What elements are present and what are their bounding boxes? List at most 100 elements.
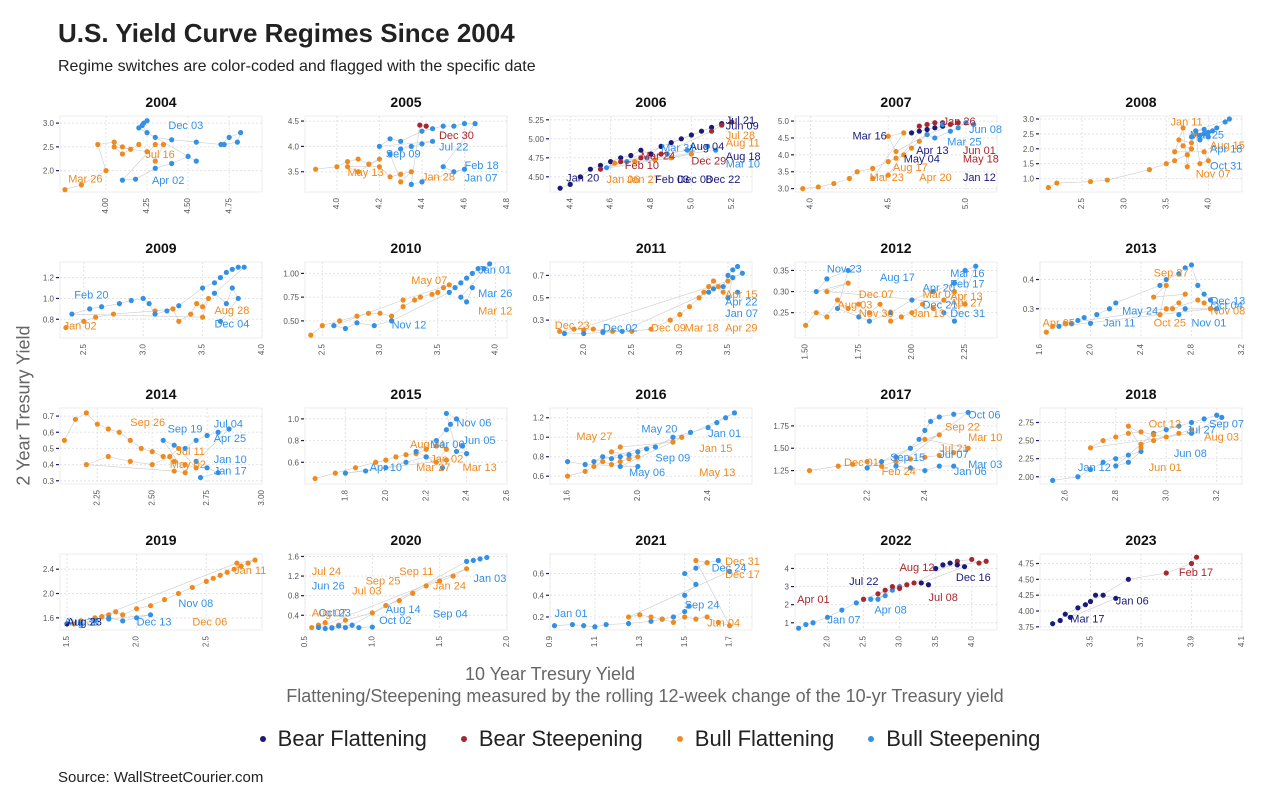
data-point bbox=[922, 436, 928, 442]
legend-item-bull-flattening: Bull Flattening bbox=[676, 726, 834, 752]
data-label: Feb 10 bbox=[625, 160, 659, 172]
data-label: Jan 02 bbox=[64, 321, 97, 333]
data-point bbox=[734, 263, 741, 270]
data-point bbox=[806, 467, 813, 474]
data-label: Nov 06 bbox=[457, 417, 492, 429]
data-point bbox=[932, 125, 938, 131]
data-label: Dec 24 bbox=[712, 562, 747, 574]
data-point bbox=[69, 311, 75, 317]
data-point bbox=[961, 564, 968, 570]
data-point bbox=[443, 410, 449, 417]
x-tick-label: 4.50 bbox=[183, 197, 192, 213]
x-tick-label: 2.0 bbox=[579, 343, 588, 355]
data-point bbox=[658, 151, 664, 157]
data-point bbox=[1113, 434, 1119, 440]
data-point bbox=[668, 155, 674, 161]
data-label: Oct 04 bbox=[1210, 300, 1242, 312]
x-tick-label: 2.0 bbox=[823, 635, 832, 647]
x-tick-label: 3.5 bbox=[931, 635, 940, 647]
data-point bbox=[1180, 125, 1186, 131]
data-label: Mar 18 bbox=[685, 322, 719, 334]
data-point bbox=[387, 151, 393, 157]
data-point bbox=[1081, 314, 1087, 321]
data-point bbox=[803, 322, 809, 328]
data-point bbox=[1201, 131, 1207, 137]
y-tick-label: 0.8 bbox=[288, 437, 300, 446]
x-tick-label: 3.5 bbox=[723, 343, 732, 355]
data-point bbox=[1157, 312, 1163, 318]
data-point bbox=[188, 311, 194, 317]
data-point bbox=[252, 557, 258, 563]
data-point bbox=[365, 310, 372, 316]
data-point bbox=[951, 318, 958, 324]
data-point bbox=[866, 318, 873, 324]
data-label: Jan 12 bbox=[963, 172, 996, 184]
y-tick-label: 4.50 bbox=[528, 173, 544, 182]
data-point bbox=[349, 622, 355, 628]
data-point bbox=[152, 141, 158, 148]
data-label: Jul 07 bbox=[939, 449, 968, 461]
data-point bbox=[962, 301, 968, 307]
x-tick-label: 1.0 bbox=[367, 635, 376, 647]
data-label: Jun 09 bbox=[726, 121, 759, 133]
data-label: Jan 01 bbox=[478, 264, 511, 276]
y-tick-label: 0.3 bbox=[1023, 305, 1035, 314]
y-tick-label: 0.2 bbox=[533, 613, 545, 622]
chart-caption: Flattening/Steepening measured by the ro… bbox=[286, 686, 1004, 706]
data-point bbox=[1056, 323, 1062, 329]
data-label: Jul 21 bbox=[939, 443, 968, 455]
data-point bbox=[597, 166, 604, 172]
data-label: Oct 06 bbox=[968, 410, 1000, 422]
data-label: Jan 03 bbox=[473, 573, 506, 585]
data-label: Jan 06 bbox=[607, 174, 640, 186]
data-point bbox=[224, 569, 230, 575]
data-point bbox=[171, 468, 177, 474]
data-point bbox=[1138, 441, 1144, 447]
panel-title-2022: 2022 bbox=[880, 532, 911, 548]
data-label: Aug 07 bbox=[312, 607, 347, 619]
data-point bbox=[719, 122, 725, 128]
data-point bbox=[1197, 161, 1203, 167]
data-label: Feb 24 bbox=[882, 466, 916, 478]
data-point bbox=[969, 556, 975, 563]
data-point bbox=[447, 421, 454, 427]
data-point bbox=[322, 625, 328, 632]
data-label: Jan 07 bbox=[827, 615, 860, 627]
x-tick-label: 4.75 bbox=[224, 197, 233, 213]
data-point bbox=[429, 126, 436, 132]
data-point bbox=[933, 565, 939, 572]
x-tick-label: 2.8 bbox=[1187, 343, 1196, 355]
data-point bbox=[419, 179, 425, 185]
data-point bbox=[590, 326, 596, 332]
x-tick-label: 3.5 bbox=[1161, 197, 1170, 209]
data-point bbox=[617, 458, 623, 465]
data-point bbox=[400, 297, 406, 303]
data-point bbox=[670, 619, 677, 626]
data-point bbox=[366, 161, 372, 167]
data-point bbox=[907, 465, 914, 471]
x-tick-label: 4.8 bbox=[502, 197, 511, 209]
data-point bbox=[682, 608, 688, 615]
data-point bbox=[342, 624, 348, 631]
data-point bbox=[582, 461, 588, 468]
data-point bbox=[882, 587, 888, 593]
x-tick-label: 2.5 bbox=[859, 635, 868, 647]
data-point bbox=[625, 620, 632, 627]
data-label: Apr 25 bbox=[214, 433, 246, 445]
data-point bbox=[119, 151, 126, 157]
data-label: Feb 03 bbox=[655, 174, 689, 186]
data-point bbox=[951, 288, 958, 295]
data-point bbox=[1062, 611, 1068, 617]
data-point bbox=[388, 313, 395, 319]
data-point bbox=[71, 621, 77, 627]
panel-frame-2008 bbox=[1039, 115, 1243, 193]
data-point bbox=[477, 556, 483, 562]
y-tick-label: 0.8 bbox=[43, 315, 55, 324]
data-point bbox=[893, 463, 899, 469]
x-tick-label: 3.5 bbox=[433, 343, 442, 355]
data-point bbox=[1172, 149, 1178, 155]
y-tick-label: 0.50 bbox=[283, 317, 299, 326]
data-point bbox=[1163, 427, 1169, 433]
x-tick-label: 4.4 bbox=[565, 197, 574, 209]
data-point bbox=[1151, 294, 1157, 300]
